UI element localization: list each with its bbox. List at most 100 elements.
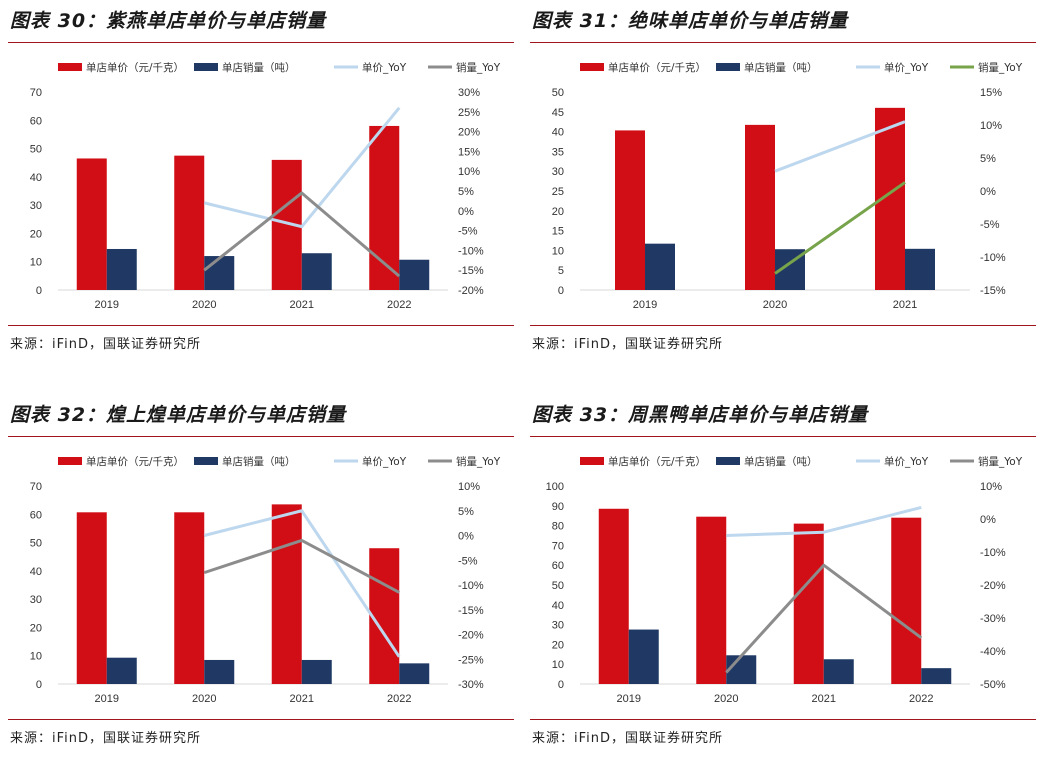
x-tick-label: 2019 — [95, 693, 119, 705]
legend-swatch — [580, 63, 604, 71]
chart-svg: 单店单价（元/千克） 单店销量（吨） 单价_YoY 销量_YoY 0 5 10 15 20 25 3… — [552, 61, 1023, 311]
y-right-tick-label: -10% — [458, 580, 484, 592]
legend-label: 单店销量（吨） — [222, 61, 296, 74]
bar-volume — [301, 659, 332, 684]
y-left-tick-label: 20 — [30, 228, 42, 240]
source-note: 来源：iFinD，国联证券研究所 — [10, 731, 202, 746]
line-volume-yoy — [203, 538, 400, 594]
legend-label: 单店销量（吨） — [222, 455, 296, 468]
y-right-tick-label: -5% — [458, 555, 478, 567]
chart-panel-30: 图表 30：紫燕单店单价与单店销量 单店单价（元/千克） 单店销量（吨） 单价_Yo… — [8, 0, 514, 380]
bar-price — [891, 517, 922, 684]
y-right-tick-label: -5% — [980, 219, 1000, 231]
legend-swatch — [716, 457, 740, 465]
source-divider — [530, 719, 1036, 720]
y-right-tick-label: -10% — [980, 547, 1006, 559]
bar-price — [76, 512, 107, 684]
y-right-tick-label: 30% — [458, 87, 480, 99]
y-left-tick-label: 100 — [546, 481, 564, 493]
y-right-tick-label: -15% — [458, 605, 484, 617]
y-right-tick-label: 5% — [458, 506, 474, 518]
x-tick-label: 2021 — [290, 693, 314, 705]
legend-label: 单店单价（元/千克） — [86, 455, 184, 468]
y-left-tick-label: 80 — [552, 521, 564, 533]
source-divider — [530, 325, 1036, 326]
bar-volume — [726, 655, 757, 684]
chart-title: 图表 32：煌上煌单店单价与单店销量 — [10, 404, 347, 426]
x-tick-label: 2019 — [617, 693, 641, 705]
bar-volume — [106, 248, 137, 290]
legend-label: 单价_YoY — [362, 62, 407, 74]
y-right-tick-label: 0% — [980, 186, 996, 198]
legend-label: 单店销量（吨） — [744, 455, 818, 468]
bar-price — [745, 124, 775, 290]
x-tick-label: 2021 — [812, 693, 836, 705]
y-right-tick-label: 10% — [980, 120, 1002, 132]
title-divider — [8, 42, 514, 43]
line-volume-yoy — [725, 563, 923, 674]
y-left-tick-label: 25 — [552, 186, 564, 198]
y-left-tick-label: 10 — [30, 651, 42, 663]
legend-label: 单价_YoY — [884, 456, 929, 468]
y-right-tick-label: -10% — [458, 245, 484, 257]
y-left-tick-label: 20 — [552, 206, 564, 218]
chart-panel-33: 图表 33：周黑鸭单店单价与单店销量 单店单价（元/千克） 单店销量（吨） 单价_Y… — [530, 394, 1036, 774]
bar-volume — [645, 243, 675, 290]
bar-volume — [921, 668, 952, 684]
bar-price — [615, 130, 645, 290]
y-right-tick-label: -40% — [980, 646, 1006, 658]
y-left-tick-label: 0 — [558, 285, 564, 297]
line-price-yoy — [203, 509, 401, 658]
line-volume-yoy — [774, 181, 906, 275]
bar-price — [598, 508, 629, 684]
legend-label: 单店销量（吨） — [744, 61, 818, 74]
y-right-tick-label: 15% — [980, 87, 1002, 99]
y-left-tick-label: 5 — [558, 265, 564, 277]
y-right-tick-label: 15% — [458, 146, 480, 158]
legend-label: 销量_YoY — [456, 61, 501, 74]
bar-price — [76, 158, 107, 290]
y-left-tick-label: 30 — [30, 200, 42, 212]
y-right-tick-label: 25% — [458, 107, 480, 119]
bar-price — [369, 548, 400, 684]
y-left-tick-label: 60 — [30, 509, 42, 521]
y-left-tick-label: 50 — [552, 580, 564, 592]
y-left-tick-label: 60 — [552, 560, 564, 572]
y-right-tick-label: -15% — [458, 265, 484, 277]
y-right-tick-label: -30% — [980, 613, 1006, 625]
y-right-tick-label: -30% — [458, 679, 484, 691]
source-note: 来源：iFinD，国联证券研究所 — [532, 337, 724, 352]
y-left-tick-label: 70 — [552, 540, 564, 552]
legend-swatch — [194, 457, 218, 465]
legend-label: 单店单价（元/千克） — [608, 455, 706, 468]
legend-label: 销量_YoY — [978, 61, 1023, 74]
legend-swatch — [194, 63, 218, 71]
y-left-tick-label: 10 — [30, 257, 42, 269]
y-right-tick-label: -15% — [980, 285, 1006, 297]
y-left-tick-label: 20 — [30, 622, 42, 634]
y-right-tick-label: 20% — [458, 127, 480, 139]
bar-price — [369, 125, 400, 290]
title-divider — [530, 436, 1036, 437]
bar-volume — [204, 659, 235, 684]
bar-volume — [399, 259, 430, 290]
chart-title: 图表 31：绝味单店单价与单店销量 — [532, 10, 849, 32]
y-right-tick-label: -20% — [980, 580, 1006, 592]
y-left-tick-label: 0 — [36, 285, 42, 297]
y-left-tick-label: 40 — [30, 566, 42, 578]
bar-volume — [628, 629, 659, 684]
y-left-tick-label: 90 — [552, 501, 564, 513]
source-divider — [8, 325, 514, 326]
line-price-yoy — [203, 106, 401, 229]
y-left-tick-label: 40 — [552, 127, 564, 139]
legend-label: 销量_YoY — [978, 455, 1023, 468]
bar-volume — [905, 248, 935, 290]
x-tick-label: 2019 — [95, 299, 119, 311]
legend-label: 销量_YoY — [456, 455, 501, 468]
y-left-tick-label: 70 — [30, 87, 42, 99]
bar-volume — [823, 659, 854, 684]
chart-svg: 单店单价（元/千克） 单店销量（吨） 单价_YoY 销量_YoY 0 10 20 30 40 50… — [30, 455, 501, 705]
bar-volume — [106, 657, 137, 684]
bar-price — [793, 523, 824, 684]
x-tick-label: 2021 — [893, 299, 917, 311]
